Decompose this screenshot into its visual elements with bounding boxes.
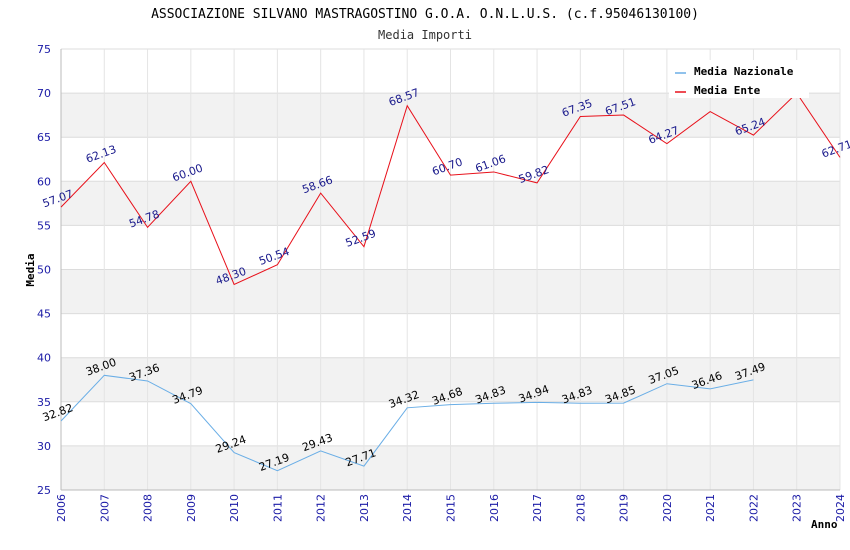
- y-tick-label-40: 40: [37, 352, 51, 365]
- x-tick-label-2021: 2021: [704, 494, 717, 522]
- y-tick-label-30: 30: [37, 440, 51, 453]
- legend: Media Nazionale Media Ente: [669, 60, 809, 98]
- y-tick-label-50: 50: [37, 264, 51, 277]
- x-axis-ticks: 2006 2007 2008 2009 2010 2011 2012 2013 2014 2015…: [55, 494, 847, 522]
- legend-label-media-ente: Media Ente: [694, 84, 761, 97]
- series-lines: [60, 92, 841, 472]
- x-tick-label-2006: 2006: [55, 494, 68, 522]
- y-axis-label: Media: [24, 253, 37, 286]
- y-tick-label-45: 45: [37, 308, 51, 321]
- x-tick-label-2012: 2012: [315, 494, 328, 522]
- y-tick-label-35: 35: [37, 396, 51, 409]
- y-tick-label-25: 25: [37, 484, 51, 497]
- y-tick-label-70: 70: [37, 87, 51, 100]
- y-tick-label-65: 65: [37, 131, 51, 144]
- chart-subtitle: Media Importi: [378, 28, 472, 42]
- axes: [60, 49, 840, 491]
- x-tick-label-2011: 2011: [271, 494, 284, 522]
- y-axis-ticks: 25 30 35 40 45 50 55 60 65 70 75: [37, 43, 51, 497]
- x-tick-label-2009: 2009: [185, 494, 198, 522]
- x-tick-label-2019: 2019: [618, 494, 631, 522]
- x-tick-label-2022: 2022: [747, 494, 760, 522]
- series-line-media-ente: [60, 92, 841, 286]
- legend-box: [669, 60, 809, 98]
- x-tick-label-2007: 2007: [98, 494, 111, 522]
- x-tick-label-2018: 2018: [574, 494, 587, 522]
- x-tick-label-2015: 2015: [445, 494, 458, 522]
- x-tick-label-2014: 2014: [401, 494, 414, 522]
- x-tick-label-2010: 2010: [228, 494, 241, 522]
- series-line-media-nazionale: [60, 374, 754, 472]
- x-tick-label-2020: 2020: [661, 494, 674, 522]
- chart-title: ASSOCIAZIONE SILVANO MASTRAGOSTINO G.O.A…: [151, 7, 699, 22]
- x-tick-label-2024: 2024: [834, 494, 847, 522]
- x-axis-label: Anno: [811, 518, 838, 531]
- x-tick-label-2008: 2008: [142, 494, 155, 522]
- y-tick-label-60: 60: [37, 175, 51, 188]
- y-tick-label-55: 55: [37, 219, 51, 232]
- x-tick-label-2023: 2023: [791, 494, 804, 522]
- x-tick-label-2017: 2017: [531, 494, 544, 522]
- legend-label-media-nazionale: Media Nazionale: [694, 65, 794, 78]
- y-tick-label-75: 75: [37, 43, 51, 56]
- x-tick-label-2016: 2016: [488, 494, 501, 522]
- x-tick-label-2013: 2013: [358, 494, 371, 522]
